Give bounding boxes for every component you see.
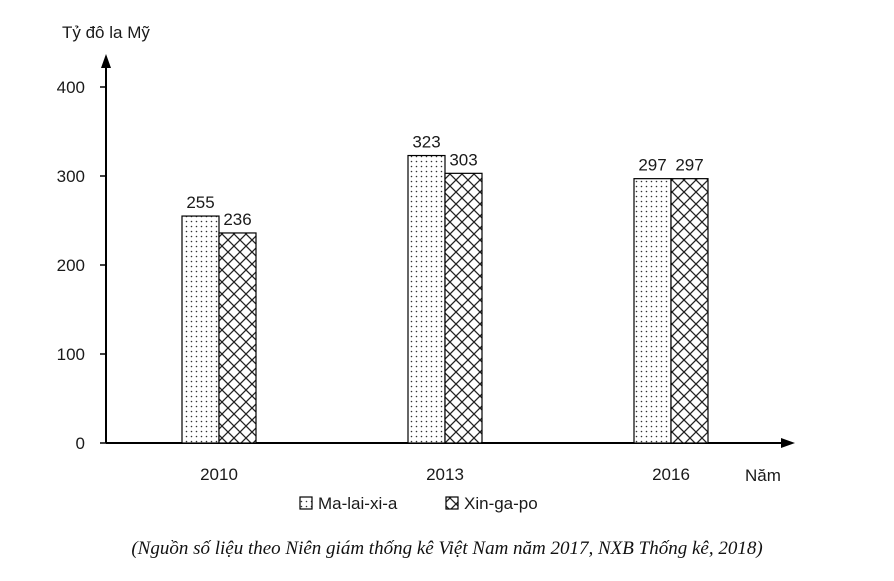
y-ticks: 0 100 200 300 400 bbox=[57, 78, 106, 453]
y-tick-label: 100 bbox=[57, 345, 85, 364]
legend-swatch-xin-ga-po bbox=[445, 496, 459, 510]
x-axis-arrow bbox=[781, 438, 795, 448]
bar-ma-lai-xi-a-2010 bbox=[181, 215, 220, 444]
data-label: 323 bbox=[412, 133, 440, 152]
x-tick-label: 2013 bbox=[426, 465, 464, 484]
legend: Ma-lai-xi-a Xin-ga-po bbox=[299, 494, 538, 513]
bar-xin-ga-po-2013 bbox=[444, 172, 483, 444]
bars: 255 236 2010 323 303 2013 297 297 2016 bbox=[181, 133, 709, 484]
bar-xin-ga-po-2010 bbox=[218, 232, 257, 444]
x-axis-title: Năm bbox=[745, 466, 781, 485]
y-axis-arrow bbox=[101, 54, 111, 68]
y-axis-title: Tỷ đô la Mỹ bbox=[62, 23, 150, 42]
bar-ma-lai-xi-a-2013 bbox=[407, 154, 446, 444]
bar-xin-ga-po-2016 bbox=[670, 178, 709, 444]
x-tick-label: 2010 bbox=[200, 465, 238, 484]
data-label: 303 bbox=[449, 150, 477, 169]
source-note: (Nguồn số liệu theo Niên giám thống kê V… bbox=[131, 538, 763, 559]
y-tick-label: 200 bbox=[57, 256, 85, 275]
bar-ma-lai-xi-a-2016 bbox=[633, 178, 672, 444]
y-tick-label: 400 bbox=[57, 78, 85, 97]
legend-label-ma-lai-xi-a: Ma-lai-xi-a bbox=[318, 494, 398, 513]
data-label: 255 bbox=[186, 193, 214, 212]
y-tick-label: 300 bbox=[57, 167, 85, 186]
data-label: 236 bbox=[223, 210, 251, 229]
y-tick-label: 0 bbox=[76, 434, 85, 453]
x-tick-label: 2016 bbox=[652, 465, 690, 484]
legend-swatch-ma-lai-xi-a bbox=[299, 496, 313, 510]
data-label: 297 bbox=[675, 156, 703, 175]
legend-label-xin-ga-po: Xin-ga-po bbox=[464, 494, 538, 513]
data-label: 297 bbox=[638, 156, 666, 175]
